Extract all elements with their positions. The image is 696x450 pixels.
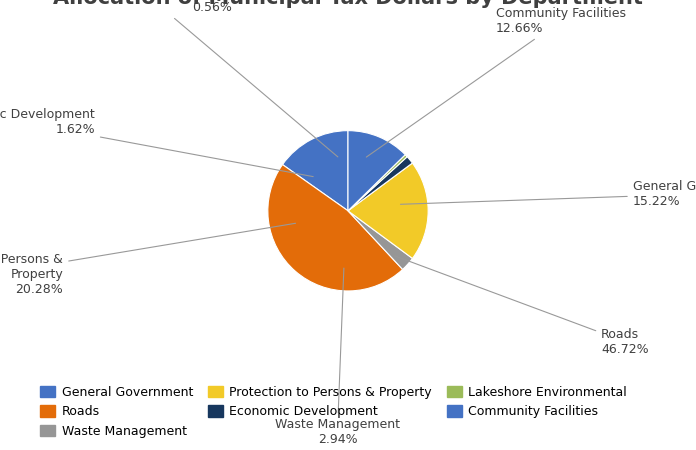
Wedge shape bbox=[268, 165, 403, 291]
Wedge shape bbox=[283, 130, 348, 211]
Wedge shape bbox=[348, 157, 412, 211]
Text: Waste Management
2.94%: Waste Management 2.94% bbox=[275, 268, 400, 446]
Wedge shape bbox=[348, 163, 428, 258]
Text: General Government
15.22%: General Government 15.22% bbox=[400, 180, 696, 208]
Text: Roads
46.72%: Roads 46.72% bbox=[395, 256, 649, 356]
Legend: General Government, Roads, Waste Management, Protection to Persons & Property, E: General Government, Roads, Waste Managem… bbox=[34, 380, 633, 444]
Text: Protection to Persons &
Property
20.28%: Protection to Persons & Property 20.28% bbox=[0, 223, 296, 296]
Text: Economic Development
1.62%: Economic Development 1.62% bbox=[0, 108, 313, 176]
Title: Allocation of Municipal Tax Dollars by Department: Allocation of Municipal Tax Dollars by D… bbox=[53, 0, 643, 8]
Text: Lakeshore Environmental
0.56%: Lakeshore Environmental 0.56% bbox=[73, 0, 338, 157]
Wedge shape bbox=[348, 155, 407, 211]
Wedge shape bbox=[348, 211, 413, 270]
Text: Community Facilities
12.66%: Community Facilities 12.66% bbox=[366, 7, 626, 157]
Wedge shape bbox=[348, 130, 405, 211]
